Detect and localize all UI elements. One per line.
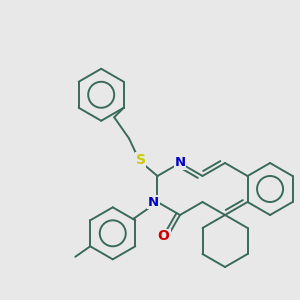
Text: N: N xyxy=(174,157,186,169)
Text: N: N xyxy=(148,196,159,208)
Text: S: S xyxy=(136,153,146,167)
Text: O: O xyxy=(158,230,170,243)
Text: O: O xyxy=(159,230,171,243)
